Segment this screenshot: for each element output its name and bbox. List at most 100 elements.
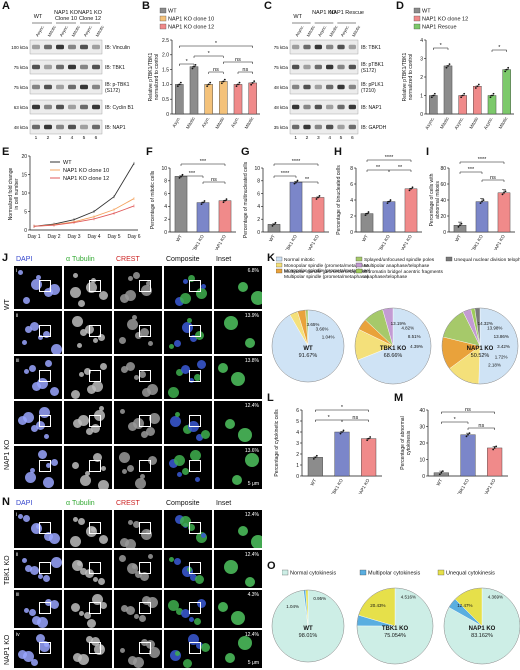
pie-outline (271, 589, 345, 663)
inset-box (39, 562, 51, 574)
y-tick-label: 4 (257, 204, 260, 210)
blot-band (303, 124, 311, 130)
significance-label: ** (305, 177, 310, 183)
cell-blob (146, 427, 155, 436)
cell-blob (139, 615, 146, 622)
pie-value-label: 13.86% (494, 334, 509, 339)
micrograph-image: 13.6% 5 μm (214, 446, 262, 489)
data-point (481, 200, 483, 203)
inset-percent-label: 12.4% (244, 632, 259, 638)
data-point (492, 448, 495, 451)
x-tick-label: WT (309, 478, 317, 487)
inset-box (139, 642, 151, 654)
cell-blob (92, 381, 103, 392)
x-tick-label: TBK1 KO (330, 478, 344, 494)
cell-blob (30, 566, 39, 575)
blot-band (326, 84, 334, 90)
blot-band (32, 104, 40, 110)
cell-blob (45, 360, 52, 367)
y-tick-label: 0.5 (162, 97, 169, 103)
micrograph-row-label: TBK1 KO (4, 555, 11, 585)
inset-box (89, 459, 101, 472)
legend-label: Splayed/unfocused spindle poles (364, 257, 435, 263)
cell-blob (51, 557, 62, 568)
data-point (460, 222, 463, 225)
inset-box (89, 642, 101, 654)
cell-blob (78, 415, 89, 426)
cell-blob (170, 416, 181, 427)
micrograph-image (14, 401, 62, 444)
inset-percent-label: 13.9% (244, 313, 259, 319)
x-tick-label: Asyn. (201, 116, 211, 128)
data-point (250, 83, 253, 86)
blot-band (32, 84, 40, 90)
data-point (507, 66, 510, 69)
inset-box (89, 324, 101, 337)
cell-blob (180, 293, 191, 304)
significance-bracket (295, 181, 319, 184)
significance-bracket (193, 55, 224, 58)
lane-group-label: Clone 10 (55, 16, 77, 22)
cell-blob (46, 463, 51, 468)
cell-blob (91, 637, 100, 646)
cell-blob (201, 533, 206, 538)
subrow-label: iii (16, 358, 20, 364)
blot-band (337, 64, 345, 70)
x-tick-label: Asyn. (230, 116, 240, 128)
legend-swatch (355, 256, 363, 262)
cell-blob (29, 609, 36, 616)
blot-antibody-label: IB: p-TBK1 (105, 82, 130, 88)
bar (497, 192, 511, 233)
cell-blob (183, 659, 192, 668)
cell-blob (31, 659, 38, 666)
data-point (505, 68, 508, 71)
pie-outline (271, 309, 345, 383)
y-tick-label: 1 (296, 463, 299, 469)
data-point (202, 201, 204, 204)
blot-antibody-label: IB: pPLK1 (361, 82, 384, 88)
cell-blob (99, 291, 108, 300)
bar (361, 438, 377, 477)
data-point (432, 94, 435, 97)
significance-bracket (481, 179, 505, 182)
blot-band (326, 44, 334, 50)
significance-bracket (388, 169, 412, 172)
data-point (438, 473, 441, 476)
y-tick-label: 80 (440, 166, 446, 172)
inset-box (189, 324, 201, 337)
x-tick-label: NAP1 KO (306, 234, 320, 250)
cell-blob (100, 363, 107, 370)
legend-label: NAP1 KO clone 12 (422, 17, 468, 23)
cell-blob (80, 329, 87, 336)
cell-blob (39, 407, 50, 418)
data-point (482, 199, 485, 201)
micrograph-column-label: CREST (116, 500, 140, 507)
data-point (200, 203, 203, 205)
x-tick-label: Day 2 (47, 234, 60, 240)
scale-bar-label: 5 μm (247, 660, 259, 666)
y-axis-label: Percentage of mitotic cells (150, 170, 156, 229)
bar (502, 69, 511, 115)
inset-box (139, 459, 151, 472)
panel-b-label: B (142, 0, 150, 12)
micrograph-image: 6.8% (214, 266, 262, 309)
bar (307, 457, 323, 477)
cell-blob (86, 282, 97, 293)
cell-blob (44, 642, 49, 647)
panel-g-chart: 0 2 4 6 8 10 Percentage of multinucleated cell… (243, 159, 329, 250)
inset-box (89, 602, 101, 614)
significance-label: ** (376, 165, 381, 171)
lane-group-label: NAP1 KO (78, 10, 103, 16)
cell-blob (147, 384, 158, 395)
data-point (207, 83, 210, 86)
significance-bracket (315, 409, 369, 412)
legend-swatch (359, 569, 367, 576)
x-tick-label: TBK1 KO (191, 234, 205, 250)
cell-blob (78, 654, 89, 665)
cell-blob (43, 477, 54, 488)
subrow-label: i (16, 268, 18, 274)
y-tick-label: 15 (21, 172, 27, 178)
y-tick-label: 2 (420, 75, 423, 81)
micrograph-image (64, 510, 112, 548)
